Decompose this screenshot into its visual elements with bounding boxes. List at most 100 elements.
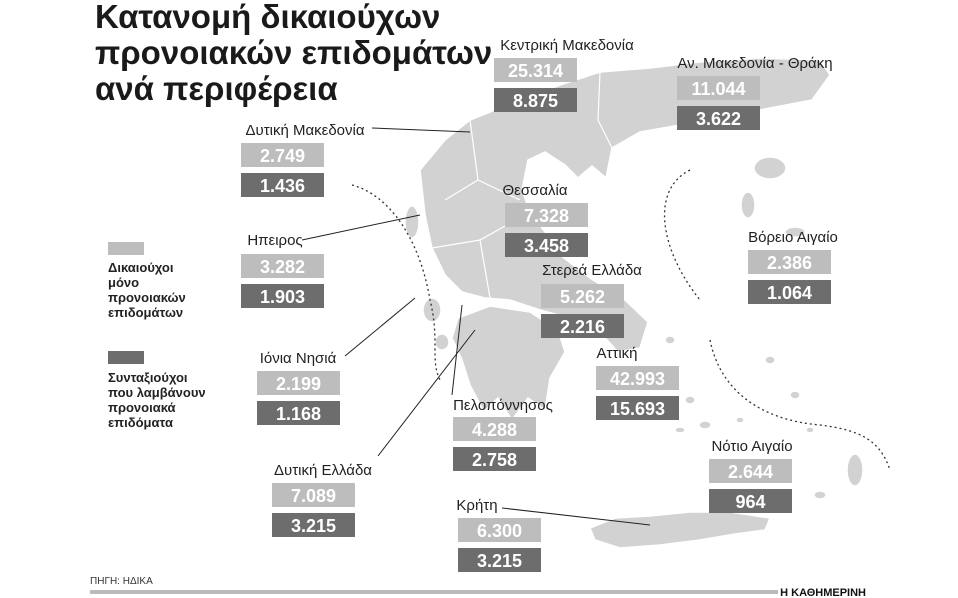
box-dark — [677, 106, 760, 130]
value-pensioners: 3.215 — [477, 551, 522, 571]
legend-label: προνοιακά — [108, 400, 176, 415]
island — [674, 426, 686, 434]
mainland-borders — [431, 71, 613, 299]
value-beneficiaries: 7.328 — [524, 206, 569, 226]
island — [764, 355, 776, 365]
mainland — [419, 57, 831, 353]
island — [684, 395, 696, 405]
legend-label: Δικαιούχοι — [108, 260, 174, 275]
value-beneficiaries: 42.993 — [610, 369, 665, 389]
value-pensioners: 964 — [735, 492, 765, 512]
value-pensioners: 1.064 — [767, 283, 812, 303]
value-pensioners: 1.903 — [260, 287, 305, 307]
value-pensioners: 15.693 — [610, 399, 665, 419]
region-name: Ιόνια Νησιά — [260, 350, 337, 367]
box-dark — [257, 401, 340, 425]
value-pensioners: 2.758 — [472, 450, 517, 470]
leader-line — [377, 329, 476, 457]
region-name: Δυτική Ελλάδα — [274, 462, 372, 479]
region-name: Στερεά Ελλάδα — [542, 262, 642, 279]
map — [404, 57, 864, 549]
sea-border — [663, 169, 701, 301]
island — [740, 191, 756, 219]
legend-label: μόνο — [108, 275, 139, 290]
box-light — [453, 417, 536, 441]
box-dark — [494, 88, 577, 112]
value-pensioners: 3.215 — [291, 516, 336, 536]
legend-label: Συνταξιούχοι — [108, 370, 188, 385]
value-pensioners: 2.216 — [560, 317, 605, 337]
island — [404, 205, 420, 239]
box-light — [541, 284, 624, 308]
title-line: Κατανομή δικαιούχων — [95, 0, 440, 35]
island — [846, 453, 864, 487]
island — [698, 420, 712, 430]
region-name: Βόρειο Αιγαίο — [748, 229, 838, 246]
region-name: Αττική — [596, 345, 637, 362]
box-light — [596, 366, 679, 390]
box-dark — [241, 173, 324, 197]
value-beneficiaries: 2.644 — [728, 462, 773, 482]
value-beneficiaries: 2.199 — [276, 374, 321, 394]
region-name: Κρήτη — [456, 497, 497, 514]
value-beneficiaries: 2.386 — [767, 253, 812, 273]
box-dark — [505, 233, 588, 257]
box-light — [272, 483, 355, 507]
box-dark — [596, 396, 679, 420]
region-name: Κεντρική Μακεδονία — [500, 37, 634, 54]
box-light — [257, 371, 340, 395]
box-dark — [709, 489, 792, 513]
box-light — [505, 203, 588, 227]
box-light — [458, 518, 541, 542]
box-light — [494, 58, 577, 82]
title-line: ανά περιφέρεια — [95, 70, 338, 107]
leader-line — [501, 507, 651, 526]
box-light — [241, 143, 324, 167]
value-beneficiaries: 5.262 — [560, 287, 605, 307]
box-dark — [453, 447, 536, 471]
source: ΠΗΓΗ: ΗΔΙΚΑ — [90, 576, 153, 587]
value-beneficiaries: 7.089 — [291, 486, 336, 506]
region-name: Πελοπόννησος — [453, 397, 553, 414]
region-name: Ηπειρος — [247, 232, 302, 249]
island — [805, 426, 815, 434]
crete — [589, 511, 772, 549]
box-dark — [241, 284, 324, 308]
legend-swatch-dark — [108, 351, 144, 364]
island — [753, 156, 787, 180]
value-beneficiaries: 2.749 — [260, 146, 305, 166]
value-beneficiaries: 25.314 — [508, 61, 563, 81]
region-name: Αν. Μακεδονία - Θράκη — [677, 55, 832, 72]
island — [664, 335, 676, 345]
value-beneficiaries: 4.288 — [472, 420, 517, 440]
leader-line — [371, 127, 471, 133]
region-name: Θεσσαλία — [502, 182, 567, 199]
borders — [351, 169, 891, 471]
box-dark — [458, 548, 541, 572]
island — [434, 333, 450, 351]
title-line: προνοιακών επιδομάτων — [95, 34, 492, 71]
value-pensioners: 3.622 — [696, 109, 741, 129]
value-pensioners: 3.458 — [524, 236, 569, 256]
box-light — [677, 76, 760, 100]
brand: Η ΚΑΘΗΜΕΡΙΝΗ — [780, 587, 866, 598]
value-beneficiaries: 11.044 — [691, 79, 745, 99]
legend-label: προνοιακών — [108, 290, 186, 305]
value-pensioners: 8.875 — [513, 91, 558, 111]
legend-label: που λαμβάνουν — [108, 385, 206, 400]
region-name: Δυτική Μακεδονία — [245, 122, 364, 139]
leader-line — [451, 304, 463, 396]
legend-label: επιδομάτων — [108, 305, 183, 320]
island — [735, 416, 745, 424]
value-pensioners: 1.436 — [260, 176, 305, 196]
box-dark — [748, 280, 831, 304]
island — [813, 490, 827, 500]
island — [784, 226, 806, 238]
legend-swatch-light — [108, 242, 144, 255]
value-pensioners: 1.168 — [276, 404, 321, 424]
box-light — [241, 254, 324, 278]
box-dark — [272, 513, 355, 537]
peloponnese — [451, 305, 566, 422]
leader-line — [301, 214, 421, 241]
